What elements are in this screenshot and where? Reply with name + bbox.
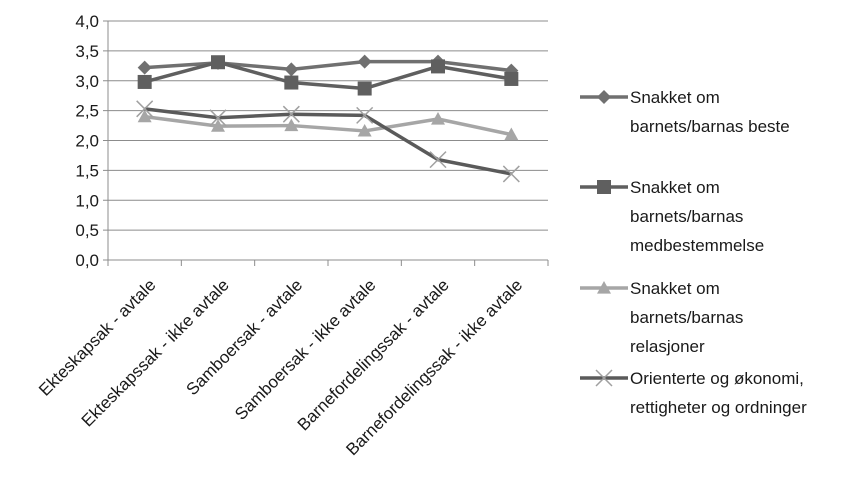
square-marker: [137, 74, 152, 89]
y-tick-labels: 0,0 0,5 1,0 1,5 2,0 2,5 3,0 3,5 4,0: [75, 12, 99, 270]
x-marker: [136, 100, 154, 118]
series-line: [144, 59, 512, 73]
x-tick-label: Ekteskapssak - ikke avtale: [78, 275, 233, 430]
diamond-marker: [284, 62, 299, 77]
triangle-marker: [137, 109, 152, 123]
series-1: [137, 54, 519, 78]
series-group: [136, 54, 520, 183]
legend-item-1: Snakket om barnets/barnas beste: [580, 88, 790, 136]
legend-item-3: Snakket om barnets/barnas relasjoner: [580, 279, 743, 356]
triangle-marker: [357, 123, 372, 137]
legend-label: barnets/barnas: [630, 308, 743, 327]
x-marker-stroke: [282, 105, 300, 123]
x-marker: [595, 369, 613, 387]
legend-label: Snakket om: [630, 279, 720, 298]
y-tick-label: 2,5: [75, 102, 99, 121]
series-line: [144, 114, 512, 137]
x-marker-stroke: [595, 369, 613, 387]
triangle-marker: [211, 119, 225, 132]
legend-label: Snakket om: [630, 88, 720, 107]
x-tick-label: Barnefordelingssak - avtale: [294, 275, 453, 434]
legend-item-2: Snakket om barnets/barnas medbestemmelse: [580, 178, 764, 255]
gridlines: [108, 20, 548, 261]
x-marker-stroke: [502, 165, 520, 183]
series-3: [137, 109, 519, 141]
y-tick-label: 4,0: [75, 12, 99, 31]
x-marker-stroke: [356, 106, 374, 124]
square-marker: [597, 180, 611, 194]
y-tick-label: 3,5: [75, 42, 99, 61]
x-tick-label: Samboersak - ikke avtale: [231, 275, 379, 423]
x-marker: [209, 109, 227, 127]
legend-label: rettigheter og ordninger: [630, 398, 807, 417]
x-marker-stroke: [136, 100, 154, 118]
legend-label: Orienterte og økonomi,: [630, 369, 804, 388]
y-tick-label: 0,5: [75, 221, 99, 240]
legend-label: barnets/barnas: [630, 207, 743, 226]
x-marker: [429, 151, 447, 169]
square-marker: [504, 71, 519, 86]
triangle-marker: [597, 281, 611, 294]
triangle-marker: [431, 111, 445, 125]
axes: [103, 20, 549, 266]
legend-label: Snakket om: [630, 178, 720, 197]
series-line: [144, 107, 512, 176]
square-marker: [431, 59, 445, 74]
x-tick-label: Ekteskapsak - avtale: [35, 275, 159, 399]
square-marker: [284, 75, 299, 90]
y-tick-label: 0,0: [75, 251, 99, 270]
series-2: [137, 55, 519, 96]
series-line: [144, 60, 512, 91]
diamond-marker: [137, 60, 152, 75]
y-tick-label: 2,0: [75, 132, 99, 151]
triangle-marker: [504, 127, 519, 141]
x-marker-stroke: [209, 109, 227, 127]
diamond-marker: [357, 54, 372, 69]
y-tick-label: 1,5: [75, 161, 99, 180]
square-marker: [357, 81, 372, 96]
square-marker: [211, 55, 225, 70]
x-marker-stroke: [429, 151, 447, 169]
legend-label: barnets/barnas beste: [630, 117, 790, 136]
triangle-marker: [284, 118, 299, 132]
series-4: [136, 100, 520, 183]
legend-item-4: Orienterte og økonomi, rettigheter og ord…: [580, 369, 807, 417]
legend-label: medbestemmelse: [630, 236, 764, 255]
x-marker: [282, 105, 300, 123]
legend-label: relasjoner: [630, 337, 705, 356]
diamond-marker: [597, 90, 611, 104]
y-tick-label: 3,0: [75, 72, 99, 91]
x-marker: [502, 165, 520, 183]
y-tick-label: 1,0: [75, 191, 99, 210]
x-marker: [356, 106, 374, 124]
